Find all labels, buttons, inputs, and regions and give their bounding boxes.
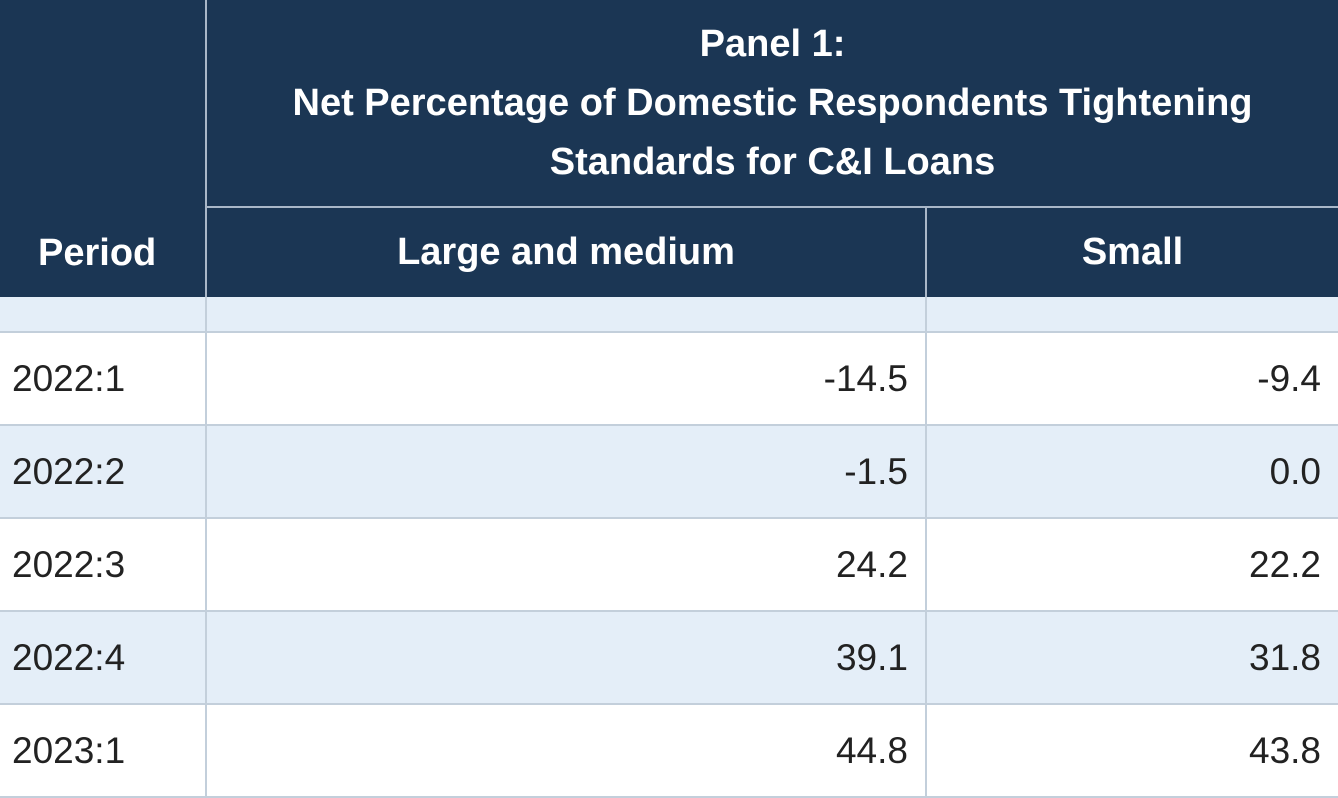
table-row: 2022:1 -14.5 -9.4 <box>0 332 1338 426</box>
period-cell: 2023:1 <box>0 704 207 798</box>
small-cell: 22.2 <box>926 518 1338 612</box>
period-cell: 2022:2 <box>0 425 207 519</box>
small-cell: 43.8 <box>926 704 1338 798</box>
small-cell: 31.8 <box>926 611 1338 705</box>
table-cell <box>206 297 927 333</box>
panel-title-line3: Standards for C&I Loans <box>549 140 996 183</box>
panel-title-line2: Net Percentage of Domestic Respondents T… <box>292 81 1253 124</box>
table-row: 2023:1 44.8 43.8 <box>0 704 1338 798</box>
large-medium-cell: 44.8 <box>206 704 927 798</box>
table-row: 2022:4 39.1 31.8 <box>0 611 1338 705</box>
panel-title-line1: Panel 1: <box>699 22 846 65</box>
panel-title: Panel 1: Net Percentage of Domestic Resp… <box>206 0 1338 208</box>
large-medium-cell: 24.2 <box>206 518 927 612</box>
large-medium-cell: -1.5 <box>206 425 927 519</box>
period-cell: 2022:3 <box>0 518 207 612</box>
column-header-small[interactable]: Small <box>926 207 1338 297</box>
table-row: 2022:3 24.2 22.2 <box>0 518 1338 612</box>
table-cell <box>0 297 207 333</box>
period-header[interactable]: Period <box>0 0 207 297</box>
table-cell <box>926 297 1338 333</box>
table-body: 2022:1 -14.5 -9.4 2022:2 -1.5 0.0 2022:3… <box>0 297 1338 798</box>
period-cell: 2022:1 <box>0 332 207 426</box>
large-medium-cell: -14.5 <box>206 332 927 426</box>
large-medium-cell: 39.1 <box>206 611 927 705</box>
small-cell: -9.4 <box>926 332 1338 426</box>
column-header-label: Small <box>1081 231 1184 273</box>
table-header: Period Panel 1: Net Percentage of Domest… <box>0 0 1338 297</box>
period-cell: 2022:4 <box>0 611 207 705</box>
period-header-label: Period <box>38 232 157 274</box>
column-header-large-medium[interactable]: Large and medium <box>206 207 927 297</box>
table-row: 2022:2 -1.5 0.0 <box>0 425 1338 519</box>
column-header-label: Large and medium <box>397 231 735 273</box>
small-cell: 0.0 <box>926 425 1338 519</box>
table-row-partial <box>0 297 1338 333</box>
